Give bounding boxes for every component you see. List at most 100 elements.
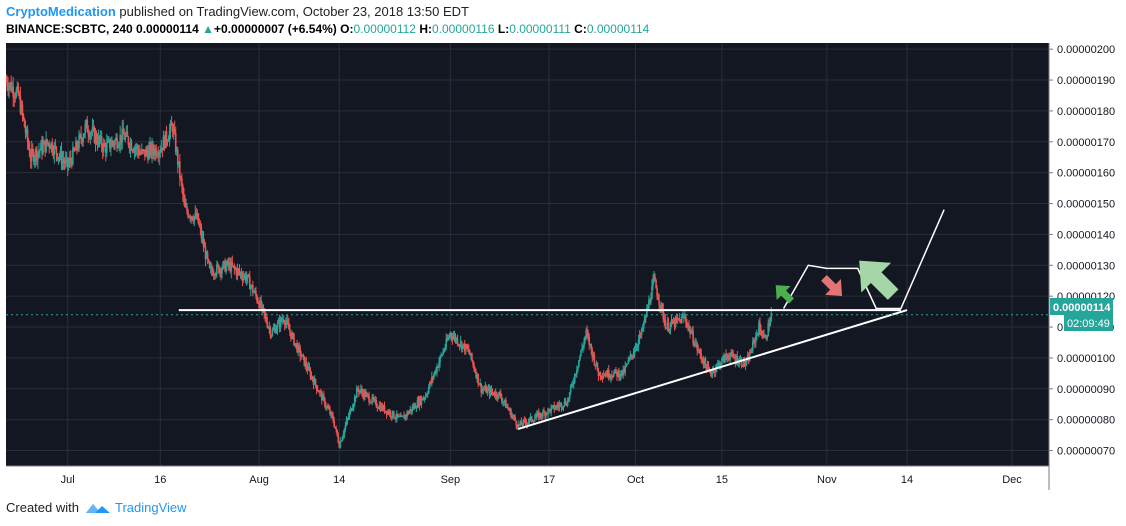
candle-body [210,267,213,272]
candle-body [684,316,686,318]
candle-body [239,272,242,274]
candle-body [566,400,569,406]
candle-body [729,355,731,360]
candle-body [689,326,691,334]
candle-body [50,142,53,149]
candle-body [603,375,606,377]
candle-body [656,288,658,297]
candle-body [418,397,421,406]
candle-body [670,319,673,324]
candle-body [739,358,742,361]
candle-body [687,326,689,328]
candle-body [648,299,650,308]
candle-body [142,149,144,151]
high-value: 0.00000116 [432,22,495,36]
time-tick-label: Oct [627,474,644,486]
up-triangle-icon: ▲ [202,22,215,36]
candle-body [235,269,238,276]
candle-body [163,136,166,149]
candle-body [534,416,537,419]
candle-body [43,140,45,145]
tradingview-link[interactable]: TradingView [85,500,187,515]
candle-body [242,276,245,280]
candle-body [270,335,273,337]
candle-body [520,421,523,425]
candle-body [202,237,205,247]
candle-body [595,362,598,366]
candle-body [433,374,435,379]
candle-body [610,375,612,378]
candle-body [56,153,59,160]
candle-body [17,85,20,95]
candle-body [422,398,425,400]
candle-body [710,373,713,375]
candle-body [387,411,390,414]
candle-body [451,336,454,340]
candle-body [342,434,345,438]
candle-body [264,313,267,316]
candle-body [718,362,720,364]
candle-body [66,157,69,168]
candle-body [631,355,634,357]
candle-body [493,394,496,396]
candle-body [197,213,200,224]
candle-body [76,141,78,149]
candle-body [292,333,294,335]
candle-body [376,406,379,408]
price-tag-value: 0.00000114 [1053,302,1111,314]
candle-body [510,409,512,418]
candle-body [9,82,11,86]
time-tick-label: 14 [901,474,913,486]
candle-body [476,373,478,378]
candle-body [576,370,578,375]
candle-body [461,344,464,350]
candle-body [715,364,718,370]
candle-body [200,228,203,239]
candle-body [616,371,618,377]
candle-body [72,147,74,165]
candle-body [555,405,558,409]
candle-body [513,416,515,418]
candle-body [744,363,747,365]
candle-body [362,392,364,398]
candle-body [212,274,215,276]
candle-body [432,376,434,379]
candle-body [83,133,85,138]
candle-body [333,420,335,427]
time-tick-label: Jul [61,474,75,486]
candle-body [697,350,700,352]
candle-body [485,386,488,394]
candle-body [184,199,186,208]
candle-body [347,416,350,419]
candle-body [447,337,450,341]
candle-body [607,369,610,378]
candle-body [743,358,746,365]
candle-body [192,219,195,222]
candle-body [408,411,411,414]
candle-body [489,388,492,395]
chart-area[interactable]: 0.00000070 0.00000080 0.00000090 0.00000100… [5,43,1120,490]
candle-body [118,144,120,147]
candle-body [328,408,330,410]
candle-body [594,364,597,366]
price-tick-label: 0.00000130 [1057,260,1115,272]
candle-body [330,412,332,415]
candle-body [558,404,561,407]
price-tick-label: 0.00000170 [1057,137,1115,149]
price-chart[interactable]: 0.00000070 0.00000080 0.00000090 0.00000100… [5,43,1120,490]
candle-body [630,354,633,356]
candle-body [15,89,18,97]
candle-body [70,158,72,161]
candle-body [25,129,28,133]
candle-body [53,144,56,155]
candle-body [477,373,479,384]
time-axis[interactable]: Jul 16 Aug 14 Sep 17 Oct 15 Nov 14 Dec [61,474,1023,486]
candle-body [699,349,702,355]
candle-body [565,404,568,406]
candle-body [124,135,127,140]
candle-body [159,152,162,154]
candle-body [31,149,34,152]
candle-body [258,302,260,308]
author-link[interactable]: CryptoMedication [6,4,116,19]
candle-body [201,237,204,239]
